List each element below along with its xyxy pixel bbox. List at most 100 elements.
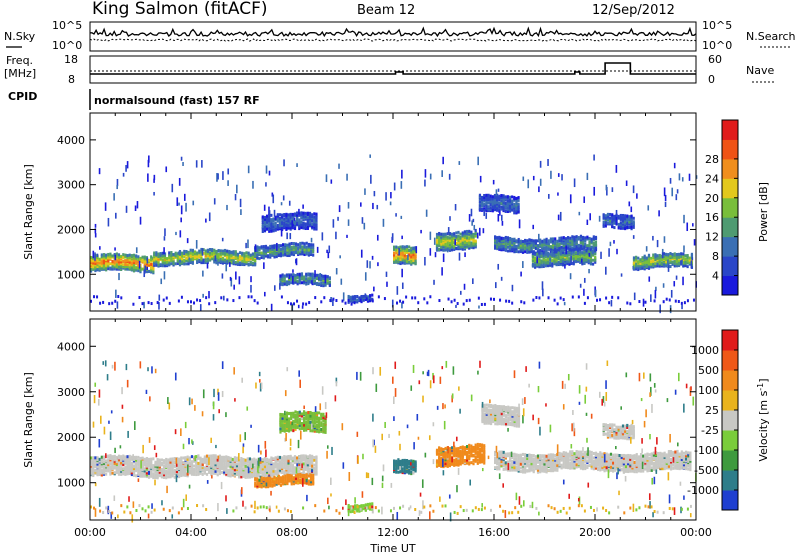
scatter-cell xyxy=(420,229,422,234)
data-cell xyxy=(143,263,146,267)
data-cell xyxy=(274,221,277,225)
data-cell xyxy=(185,262,188,266)
data-cell xyxy=(98,473,101,477)
data-cell xyxy=(281,273,284,277)
data-cell xyxy=(265,457,269,461)
scatter-cell xyxy=(470,208,473,217)
data-cell xyxy=(515,205,518,209)
data-cell xyxy=(242,472,245,476)
data-cell xyxy=(100,471,103,475)
data-cell xyxy=(356,298,359,302)
data-cell xyxy=(303,479,306,483)
data-cell xyxy=(446,240,449,244)
data-cell xyxy=(122,463,125,467)
data-cell xyxy=(270,222,273,226)
data-cell xyxy=(141,468,144,472)
data-cell xyxy=(92,467,95,471)
data-cell xyxy=(290,415,293,419)
data-cell xyxy=(92,473,95,477)
data-cell xyxy=(351,297,355,301)
data-cell xyxy=(592,235,595,239)
scatter-cell xyxy=(239,198,242,208)
data-cell xyxy=(195,461,198,465)
data-cell xyxy=(318,282,321,286)
data-cell xyxy=(143,469,146,473)
scatter-cell xyxy=(642,298,645,307)
ground-cell xyxy=(426,301,429,305)
data-cell xyxy=(635,258,638,262)
data-cell xyxy=(150,257,153,261)
scatter-cell xyxy=(346,234,348,238)
data-cell xyxy=(102,262,106,266)
data-cell xyxy=(199,461,202,465)
data-cell xyxy=(170,258,173,262)
data-cell xyxy=(126,466,129,470)
ground-cell xyxy=(353,301,356,305)
data-cell xyxy=(289,472,292,476)
data-cell xyxy=(517,239,520,243)
data-cell xyxy=(534,265,537,269)
data-cell xyxy=(356,294,359,298)
data-cell xyxy=(279,254,283,258)
data-cell xyxy=(216,467,219,471)
data-cell xyxy=(102,466,106,470)
data-cell xyxy=(206,251,209,255)
data-cell xyxy=(105,262,108,266)
data-cell xyxy=(269,255,272,259)
scatter-cell xyxy=(429,248,432,256)
data-cell xyxy=(294,474,298,478)
data-cell xyxy=(393,256,396,260)
data-cell xyxy=(128,257,131,261)
data-cell xyxy=(253,258,257,262)
data-cell xyxy=(682,261,685,265)
data-cell xyxy=(132,256,136,260)
data-cell xyxy=(294,423,297,427)
data-cell xyxy=(244,464,247,468)
data-cell xyxy=(594,235,598,239)
data-cell xyxy=(256,249,259,253)
data-cell xyxy=(268,463,271,467)
data-cell xyxy=(117,472,121,476)
scatter-cell xyxy=(447,227,450,234)
data-cell xyxy=(515,211,518,215)
data-cell xyxy=(175,470,179,474)
data-cell xyxy=(517,202,520,206)
data-cell xyxy=(161,251,164,255)
data-cell xyxy=(126,256,129,260)
scatter-cell xyxy=(247,239,249,249)
data-cell xyxy=(566,257,569,261)
data-cell xyxy=(180,461,183,465)
data-cell xyxy=(180,474,183,478)
data-cell xyxy=(528,239,531,243)
data-cell xyxy=(643,254,646,258)
scatter-cell xyxy=(492,179,495,185)
data-cell xyxy=(309,245,313,249)
scatter-cell xyxy=(135,247,138,254)
data-cell xyxy=(296,426,299,430)
ground-cell xyxy=(150,302,153,306)
data-cell xyxy=(299,472,302,476)
data-cell xyxy=(544,260,547,264)
noise-left-tick-top: 10^5 xyxy=(52,19,82,32)
data-cell xyxy=(286,473,289,477)
data-cell xyxy=(534,262,537,266)
scatter-cell xyxy=(588,252,591,257)
data-cell xyxy=(238,261,242,265)
ground-cell xyxy=(96,295,99,299)
data-cell xyxy=(204,261,207,265)
data-cell xyxy=(270,213,273,217)
data-cell xyxy=(284,243,287,247)
data-cell xyxy=(128,470,131,474)
data-cell xyxy=(502,238,505,242)
data-cell xyxy=(463,243,467,247)
data-cell xyxy=(315,463,318,467)
data-cell xyxy=(188,461,191,465)
data-cell xyxy=(301,473,304,477)
data-cell xyxy=(200,250,203,254)
ground-cell xyxy=(93,295,96,299)
ground-cell xyxy=(520,300,523,304)
data-cell xyxy=(435,245,439,249)
scatter-cell xyxy=(235,271,237,280)
data-cell xyxy=(150,474,153,478)
data-cell xyxy=(468,232,471,236)
